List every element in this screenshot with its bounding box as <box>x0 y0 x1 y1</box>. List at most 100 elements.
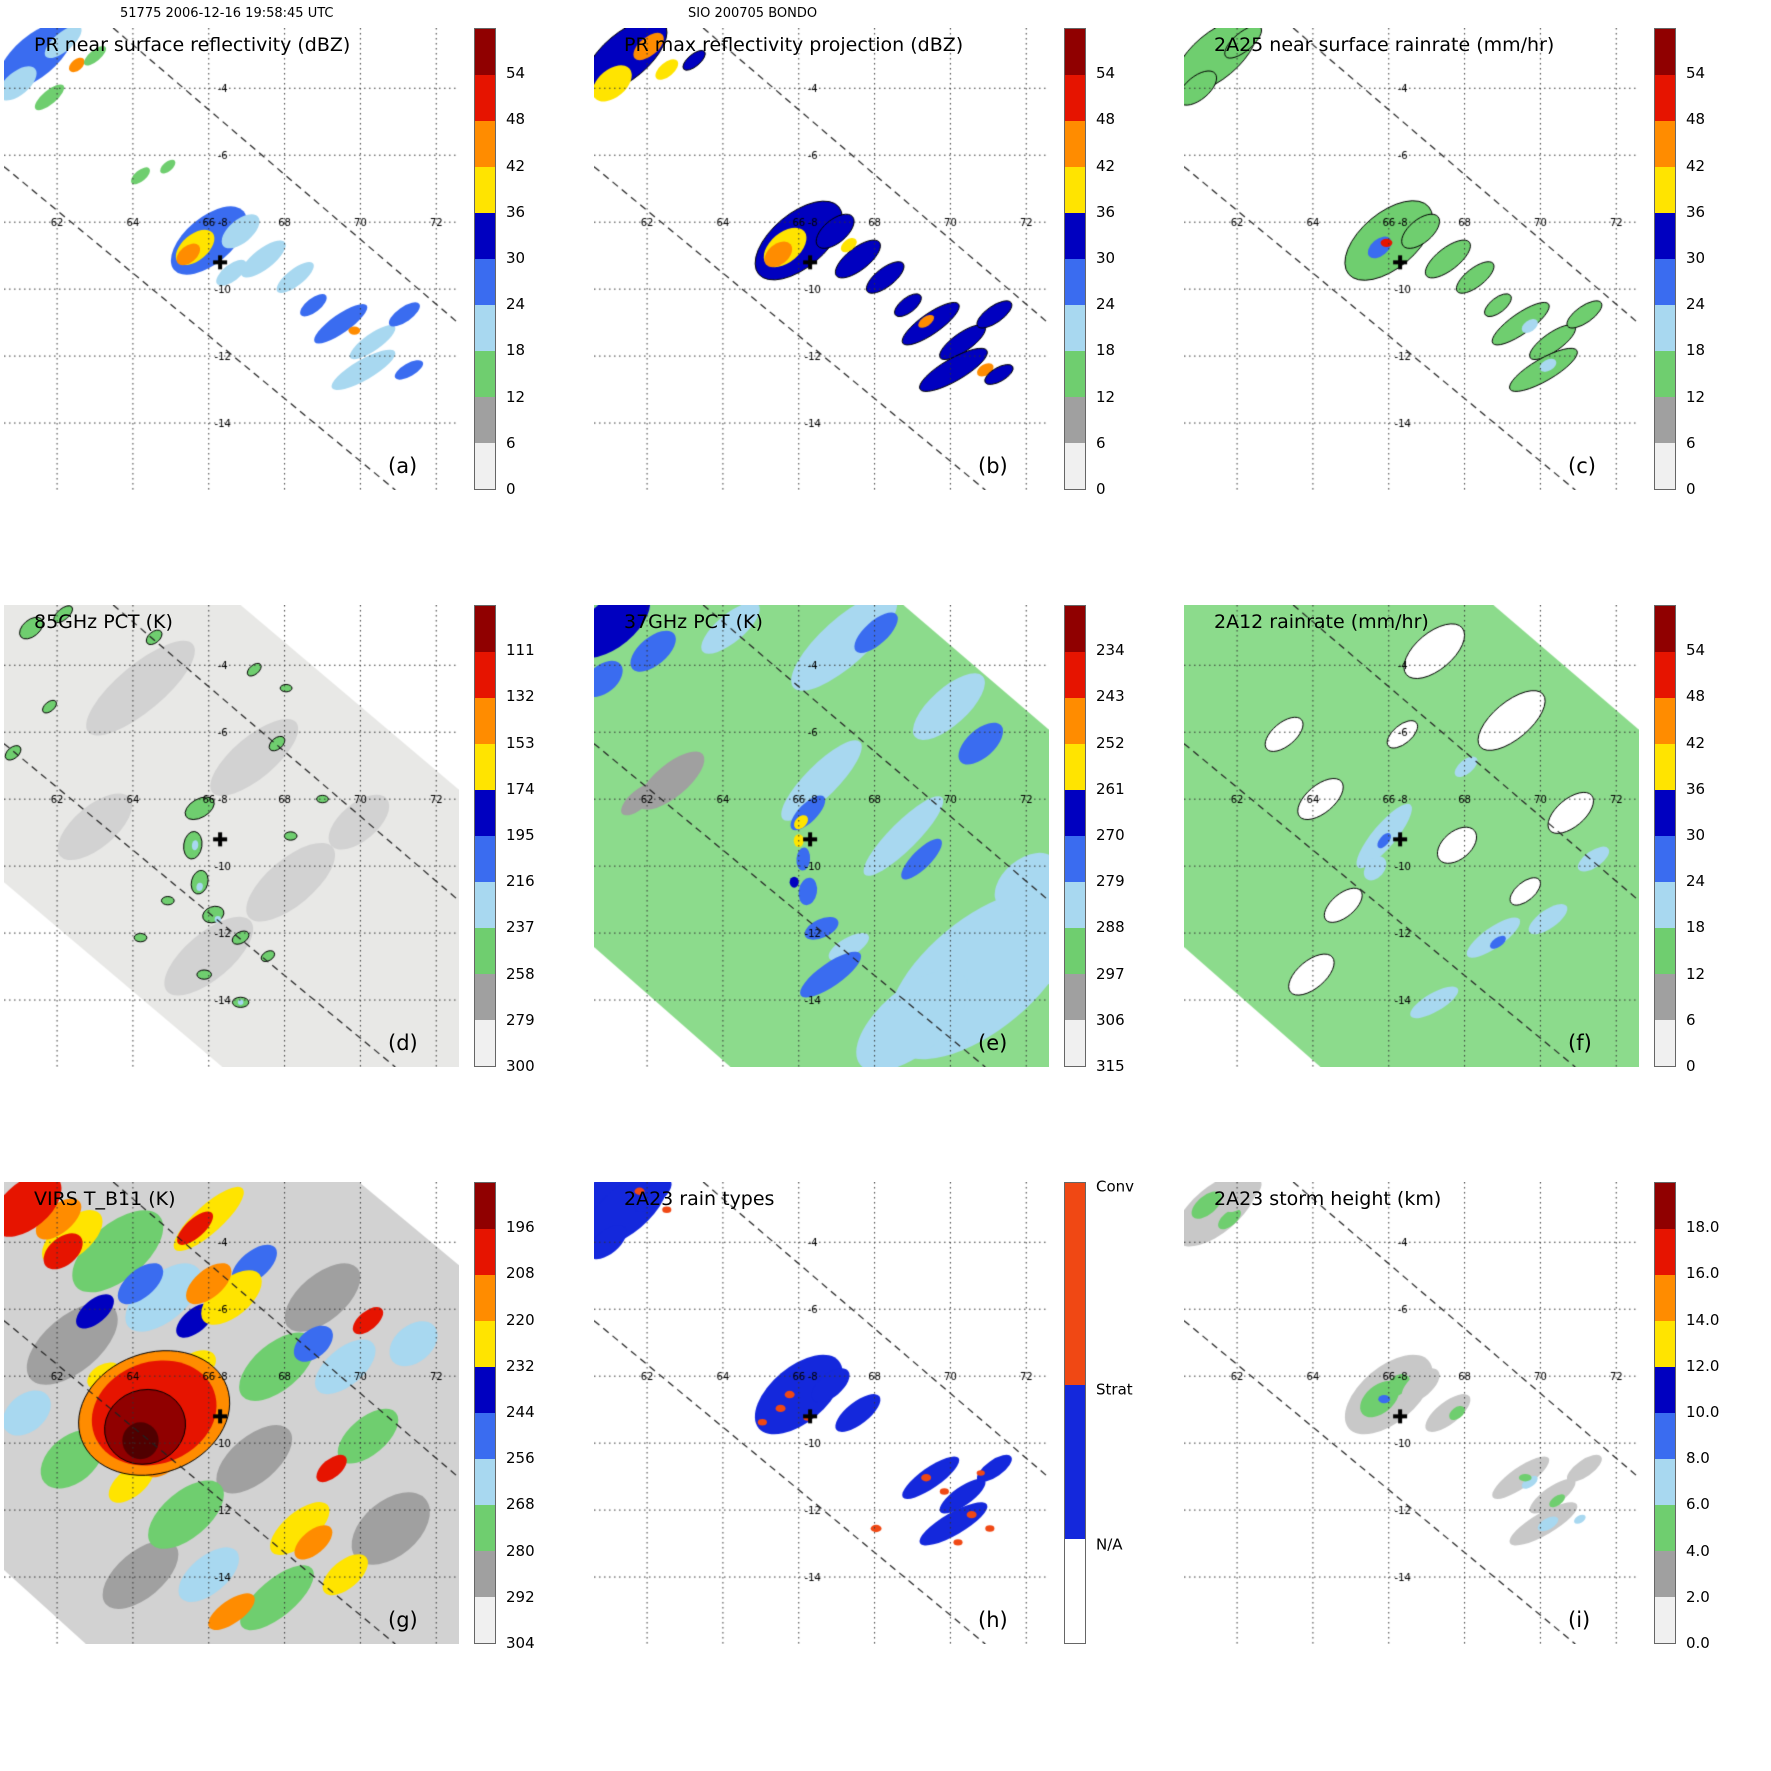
colorbar-segment <box>475 882 495 928</box>
panel-g: VIRS T_B11 (K) (g) 196 208 220 232 244 256 268… <box>0 1180 590 1757</box>
colorbar-tick-label: 243 <box>1096 687 1125 706</box>
colorbar-segment <box>475 652 495 698</box>
colorbar-segment <box>1065 305 1085 351</box>
colorbar-segment <box>1655 882 1675 928</box>
colorbar-tick-label: 42 <box>1096 156 1116 175</box>
map-canvas <box>594 605 1049 1067</box>
colorbar-tick-label: 252 <box>1096 733 1125 752</box>
storm-id: SIO 200705 BONDO <box>688 6 818 21</box>
colorbar-tick-label: 18 <box>1096 341 1116 360</box>
colorbar-segment <box>475 606 495 652</box>
colorbar-tick-label: 0 <box>1096 480 1106 499</box>
colorbar: 54 48 42 36 30 24 18 12 6 0 <box>1064 28 1176 498</box>
colorbar-segment <box>1065 259 1085 305</box>
colorbar-segment <box>1655 1229 1675 1275</box>
colorbar-segment <box>1655 1367 1675 1413</box>
colorbar-tick-label: 54 <box>1686 64 1706 83</box>
colorbar-tick-label: 12.0 <box>1686 1356 1720 1375</box>
panel-title: PR max reflectivity projection (dBZ) <box>624 34 964 56</box>
colorbar-segment <box>475 1183 495 1229</box>
colorbar-tick-label: 0 <box>1686 480 1696 499</box>
colorbar-segment <box>1655 974 1675 1020</box>
colorbar-tick-label: 195 <box>506 826 535 845</box>
colorbar: 196 208 220 232 244 256 268 280 292 304 <box>474 1182 586 1652</box>
colorbar-tick-label: 24 <box>506 295 526 314</box>
panel-title: 2A23 rain types <box>624 1188 775 1210</box>
colorbar-tick-label: 6 <box>506 433 516 452</box>
colorbar-segment <box>1065 1183 1085 1386</box>
panel-title: 2A12 rainrate (mm/hr) <box>1214 611 1429 633</box>
colorbar-tick-label: 258 <box>506 964 535 983</box>
colorbar-segment <box>1065 167 1085 213</box>
colorbar-tick-label: 10.0 <box>1686 1403 1720 1422</box>
panel-title: 85GHz PCT (K) <box>34 611 173 633</box>
colorbar-segment <box>1065 121 1085 167</box>
colorbar-segment <box>1655 1275 1675 1321</box>
colorbar-tick-label: 36 <box>506 202 526 221</box>
panel-b: PR max reflectivity projection (dBZ) (b)… <box>590 26 1180 603</box>
colorbar-segment <box>475 1321 495 1367</box>
colorbar-tick-label: 24 <box>1686 872 1706 891</box>
colorbar-segment <box>475 1505 495 1551</box>
colorbar-tick-label: 54 <box>1686 641 1706 660</box>
panel-title: 2A25 near surface rainrate (mm/hr) <box>1214 34 1555 56</box>
colorbar-tick-label: 261 <box>1096 779 1125 798</box>
colorbar-strip <box>474 1182 496 1644</box>
colorbar-segment <box>1065 652 1085 698</box>
colorbar-segment <box>475 744 495 790</box>
colorbar-segment <box>475 1459 495 1505</box>
colorbar-segment <box>1655 167 1675 213</box>
colorbar-segment <box>475 259 495 305</box>
colorbar-tick-label: 300 <box>506 1057 535 1076</box>
colorbar-segment <box>475 698 495 744</box>
colorbar-tick-label: 288 <box>1096 918 1125 937</box>
colorbar: Conv Strat N/A <box>1064 1178 1176 1644</box>
panel-title: 2A23 storm height (km) <box>1214 1188 1442 1210</box>
colorbar-tick-label: 48 <box>1686 687 1706 706</box>
colorbar-tick-label: 232 <box>506 1356 535 1375</box>
colorbar-tick-label: 8.0 <box>1686 1449 1710 1468</box>
colorbar-segment <box>1655 1321 1675 1367</box>
colorbar-segment <box>1065 790 1085 836</box>
colorbar-tick-label: 12 <box>506 387 526 406</box>
map-canvas <box>4 1182 459 1644</box>
colorbar: 234 243 252 261 270 279 288 297 306 315 <box>1064 605 1176 1075</box>
colorbar-segment <box>475 1020 495 1066</box>
colorbar-segment <box>1655 1020 1675 1066</box>
colorbar-segment <box>1655 606 1675 652</box>
panel-label: (f) <box>1568 1031 1592 1055</box>
colorbar-segment <box>475 167 495 213</box>
colorbar-segment <box>475 1275 495 1321</box>
colorbar-segment <box>1655 305 1675 351</box>
panel-label: (e) <box>978 1031 1008 1055</box>
colorbar-segment <box>1065 213 1085 259</box>
colorbar: 54 48 42 36 30 24 18 12 6 0 <box>1654 28 1766 498</box>
map-canvas <box>1184 1182 1639 1644</box>
map-canvas <box>1184 605 1639 1067</box>
colorbar-segment <box>1065 75 1085 121</box>
colorbar-segment <box>1655 1459 1675 1505</box>
colorbar-strip <box>1064 605 1086 1067</box>
colorbar-tick-label: 153 <box>506 733 535 752</box>
panel-c: 2A25 near surface rainrate (mm/hr) (c) 5… <box>1180 26 1770 603</box>
colorbar-tick-label: 315 <box>1096 1057 1125 1076</box>
colorbar-segment <box>1065 29 1085 75</box>
colorbar-tick-label: 279 <box>1096 872 1125 891</box>
panel-a: PR near surface reflectivity (dBZ) (a) 5… <box>0 26 590 603</box>
colorbar: 18.0 16.0 14.0 12.0 10.0 8.0 6.0 4.0 2.0 0.0 <box>1654 1182 1766 1652</box>
colorbar-strip <box>474 28 496 490</box>
colorbar-tick-label: 132 <box>506 687 535 706</box>
colorbar-segment <box>1655 744 1675 790</box>
colorbar-category-label: Strat <box>1096 1380 1133 1399</box>
colorbar-segment <box>1655 29 1675 75</box>
colorbar-segment <box>1655 397 1675 443</box>
colorbar-strip <box>474 605 496 1067</box>
colorbar-tick-label: 24 <box>1096 295 1116 314</box>
colorbar-tick-label: 30 <box>1686 249 1706 268</box>
colorbar-segment <box>1655 1551 1675 1597</box>
colorbar-tick-label: 2.0 <box>1686 1587 1710 1606</box>
map-canvas <box>4 28 459 490</box>
colorbar-segment <box>475 974 495 1020</box>
colorbar-segment <box>1065 443 1085 489</box>
colorbar-tick-label: 54 <box>1096 64 1116 83</box>
